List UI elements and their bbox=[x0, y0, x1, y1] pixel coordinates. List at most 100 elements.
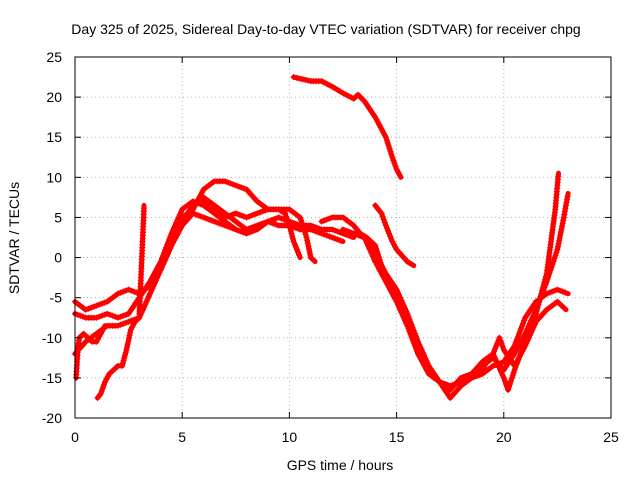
series-track-14 bbox=[468, 190, 571, 377]
data-point bbox=[524, 325, 531, 332]
data-point bbox=[560, 217, 567, 224]
data-point bbox=[516, 352, 523, 359]
data-point bbox=[557, 231, 564, 238]
data-point bbox=[309, 256, 316, 263]
data-point bbox=[525, 322, 532, 329]
data-point bbox=[396, 171, 403, 178]
data-point bbox=[564, 193, 571, 200]
data-point bbox=[142, 301, 149, 308]
data-point bbox=[541, 284, 548, 291]
data-point bbox=[99, 384, 106, 391]
data-point bbox=[340, 226, 346, 233]
data-point bbox=[222, 178, 229, 185]
data-point bbox=[165, 238, 172, 245]
data-point bbox=[378, 263, 385, 270]
data-point bbox=[167, 233, 174, 240]
series-track-10 bbox=[318, 214, 571, 389]
data-point bbox=[546, 269, 553, 276]
data-point bbox=[380, 265, 387, 272]
data-point bbox=[381, 131, 388, 138]
data-point bbox=[123, 346, 130, 353]
data-point bbox=[326, 82, 333, 89]
data-point bbox=[392, 296, 399, 303]
data-point bbox=[419, 353, 426, 360]
data-point bbox=[384, 281, 391, 288]
data-point bbox=[395, 168, 402, 175]
data-point bbox=[166, 247, 173, 254]
data-point bbox=[391, 160, 398, 167]
data-point bbox=[315, 225, 322, 232]
data-point bbox=[331, 227, 338, 234]
data-point bbox=[294, 221, 301, 228]
data-point bbox=[527, 320, 534, 327]
data-point bbox=[499, 372, 506, 379]
data-point bbox=[248, 228, 255, 235]
data-point bbox=[307, 251, 314, 258]
data-point bbox=[353, 231, 360, 238]
data-point bbox=[390, 241, 397, 248]
data-point bbox=[262, 207, 269, 214]
x-tick-labels: 0 5 10 15 20 25 bbox=[71, 429, 619, 445]
data-point bbox=[298, 220, 305, 227]
data-point bbox=[93, 314, 100, 321]
data-point bbox=[379, 213, 386, 220]
data-point bbox=[287, 225, 294, 232]
data-point bbox=[519, 323, 526, 330]
data-point bbox=[155, 271, 162, 278]
data-point bbox=[170, 225, 177, 232]
data-point bbox=[386, 145, 393, 152]
data-point bbox=[238, 212, 245, 219]
data-point bbox=[306, 248, 313, 255]
data-point bbox=[240, 213, 247, 220]
data-point bbox=[399, 300, 406, 307]
data-point bbox=[125, 286, 132, 293]
data-point bbox=[463, 372, 470, 379]
data-point bbox=[414, 339, 421, 346]
data-point bbox=[151, 279, 158, 286]
data-point bbox=[270, 216, 277, 223]
data-point bbox=[291, 241, 298, 248]
y-axis-title: SDTVAR / TECUs bbox=[6, 182, 22, 294]
data-point bbox=[100, 381, 107, 388]
data-point bbox=[401, 305, 408, 312]
data-point bbox=[85, 305, 92, 312]
data-point bbox=[397, 306, 404, 313]
data-point bbox=[508, 375, 515, 382]
data-point bbox=[501, 377, 508, 384]
data-point bbox=[405, 313, 412, 320]
data-point bbox=[125, 318, 132, 325]
data-point bbox=[120, 288, 127, 295]
data-point bbox=[313, 224, 320, 231]
data-point bbox=[292, 243, 299, 250]
data-point bbox=[243, 214, 250, 221]
data-point bbox=[203, 215, 210, 222]
data-point bbox=[538, 292, 545, 299]
data-point bbox=[556, 237, 563, 244]
data-point bbox=[321, 79, 328, 86]
data-point bbox=[555, 240, 562, 247]
data-point bbox=[285, 219, 292, 226]
data-point bbox=[413, 336, 420, 343]
data-point bbox=[350, 230, 357, 237]
data-point bbox=[164, 250, 171, 257]
data-point bbox=[175, 229, 182, 236]
data-point bbox=[299, 223, 306, 230]
y-tick-labels: -20 -15 -10 -5 0 5 10 15 20 25 bbox=[42, 49, 62, 426]
x-tick-label: 0 bbox=[71, 429, 79, 445]
data-point bbox=[528, 317, 535, 324]
data-point bbox=[128, 287, 135, 294]
data-point bbox=[342, 91, 349, 98]
data-point bbox=[551, 255, 558, 262]
data-point bbox=[130, 288, 137, 295]
data-point bbox=[117, 321, 124, 328]
data-point bbox=[390, 157, 397, 164]
data-point bbox=[542, 281, 549, 288]
series-track-6 bbox=[136, 202, 147, 317]
data-point bbox=[394, 301, 401, 308]
data-point bbox=[374, 255, 381, 262]
x-axis-title: GPS time / hours bbox=[287, 457, 394, 473]
x-tick-label: 15 bbox=[389, 429, 405, 445]
data-point bbox=[301, 228, 308, 235]
data-point bbox=[520, 320, 527, 327]
data-point bbox=[93, 338, 100, 345]
